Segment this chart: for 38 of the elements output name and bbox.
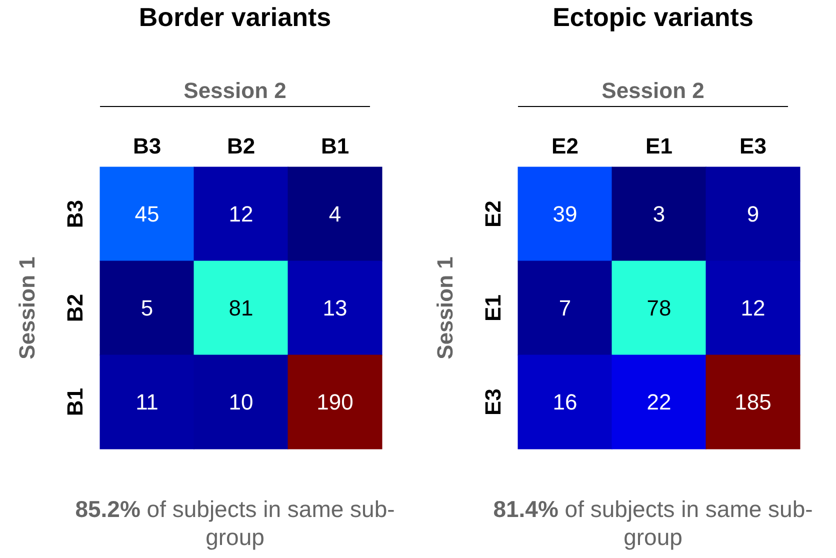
data-label: 39: [552, 202, 578, 226]
data-label: 3: [652, 202, 666, 226]
text: 81.4% of subjects in same sub-group: [492, 495, 814, 551]
y-tick-label: E1: [480, 294, 506, 322]
data-label: 22: [646, 390, 672, 414]
y-tick-label: E3: [480, 388, 506, 416]
chart-title: Border variants: [138, 2, 332, 33]
x-tick-label: B3: [132, 134, 162, 158]
data-label: 16: [552, 390, 578, 414]
x-axis-title: Session 2: [100, 78, 370, 107]
data-label: 81: [228, 296, 254, 320]
data-label: 7: [558, 296, 572, 320]
x-tick-label: B2: [226, 134, 256, 158]
x-tick-label: E3: [740, 134, 766, 158]
x-tick-label: E2: [552, 134, 578, 158]
x-axis-title: Session 2: [518, 78, 788, 107]
x-tick-label: B1: [320, 134, 350, 158]
y-axis-title: Session 1: [14, 256, 40, 360]
data-label: 12: [740, 296, 766, 320]
data-label: 45: [134, 202, 160, 226]
y-tick-label: B3: [62, 200, 88, 228]
y-tick-label: B2: [62, 294, 88, 322]
data-label: 190: [316, 390, 354, 414]
x-tick-label: E1: [646, 134, 672, 158]
data-label: 12: [228, 202, 254, 226]
data-label: 13: [322, 296, 348, 320]
text: 85.2% of subjects in same sub-group: [74, 495, 396, 551]
y-tick-label: E2: [480, 200, 506, 228]
y-tick-label: B1: [62, 388, 88, 416]
data-label: 78: [646, 296, 672, 320]
y-axis-title: Session 1: [432, 256, 458, 360]
data-label: 9: [746, 202, 760, 226]
data-label: 11: [136, 390, 158, 414]
data-label: 10: [228, 390, 254, 414]
chart-title: Ectopic variants: [552, 2, 754, 33]
data-label: 4: [328, 202, 342, 226]
data-label: 5: [140, 296, 154, 320]
data-label: 185: [734, 390, 772, 414]
